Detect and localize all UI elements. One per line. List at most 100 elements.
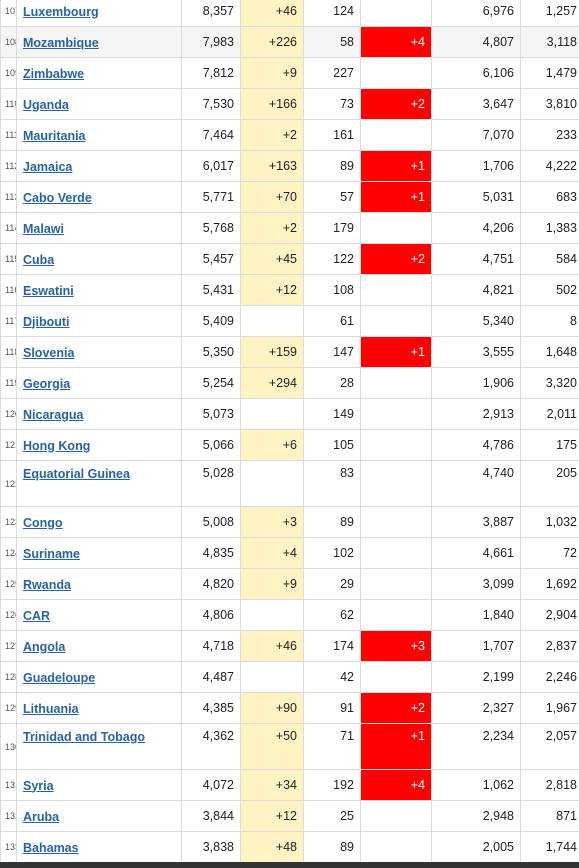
total-cases-cell: 4,806 [181,599,241,631]
country-link[interactable]: Cabo Verde [23,190,92,205]
total-cases-cell: 5,066 [181,429,241,461]
total-recovered-cell: 3,099 [431,568,521,600]
total-cases-cell: 7,812 [181,57,241,89]
total-deaths-cell: 161 [303,119,361,151]
total-recovered-cell: 2,948 [431,800,521,832]
country-cell: Djibouti [16,305,182,337]
total-deaths-cell: 57 [303,181,361,213]
total-cases-cell: 5,431 [181,274,241,306]
country-link[interactable]: Congo [23,515,63,530]
total-deaths-cell: 25 [303,800,361,832]
country-link[interactable]: Lithuania [23,701,79,716]
country-link[interactable]: Mozambique [23,35,99,50]
total-cases-cell: 4,072 [181,769,241,801]
row-rank: 109 [0,57,17,89]
total-deaths-cell: 62 [303,599,361,631]
country-link[interactable]: Georgia [23,376,71,391]
country-link[interactable]: Aruba [23,809,60,824]
country-link[interactable]: Bahamas [23,840,79,855]
country-cell: Equatorial Guinea [16,460,182,507]
country-link[interactable]: Jamaica [23,159,73,174]
new-deaths-cell [360,599,432,631]
new-cases-cell: +226 [240,26,304,58]
total-recovered-cell: 1,840 [431,599,521,631]
row-rank: 132 [0,800,17,832]
country-link[interactable]: Zimbabwe [23,66,85,81]
country-cell: Guadeloupe [16,661,182,693]
total-cases-cell: 7,983 [181,26,241,58]
active-cases-cell: 8 [520,305,579,337]
country-link[interactable]: Djibouti [23,314,70,329]
new-cases-cell [240,460,304,507]
new-cases-cell: +34 [240,769,304,801]
new-deaths-cell [360,274,432,306]
country-link[interactable]: Guadeloupe [23,670,96,685]
total-deaths-cell: 91 [303,692,361,724]
total-cases-cell: 5,457 [181,243,241,275]
country-cell: CAR [16,599,182,631]
new-cases-cell: +4 [240,537,304,569]
active-cases-cell: 2,246 [520,661,579,693]
country-link[interactable]: CAR [23,608,51,623]
new-deaths-cell: +3 [360,630,432,662]
total-deaths-cell: 179 [303,212,361,244]
row-rank: 126 [0,599,17,631]
country-link[interactable]: Rwanda [23,577,71,592]
row-rank: 121 [0,429,17,461]
row-rank: 116 [0,274,17,306]
active-cases-cell: 4,222 [520,150,579,182]
country-link[interactable]: Syria [23,778,54,793]
active-cases-cell: 1,032 [520,506,579,538]
new-deaths-cell: +1 [360,150,432,182]
new-deaths-cell [360,429,432,461]
country-link[interactable]: Mauritania [23,128,86,143]
country-link[interactable]: Luxembourg [23,4,99,19]
country-link[interactable]: Angola [23,639,66,654]
country-link[interactable]: Suriname [23,546,80,561]
row-rank: 115 [0,243,17,275]
country-link[interactable]: Uganda [23,97,69,112]
new-cases-cell [240,305,304,337]
country-link[interactable]: Cuba [23,252,55,267]
country-link[interactable]: Hong Kong [23,438,91,453]
country-link[interactable]: Malawi [23,221,64,236]
total-recovered-cell: 3,647 [431,88,521,120]
new-cases-cell: +70 [240,181,304,213]
active-cases-cell: 2,837 [520,630,579,662]
row-rank: 124 [0,537,17,569]
total-recovered-cell: 7,070 [431,119,521,151]
total-cases-cell: 5,254 [181,367,241,399]
total-cases-cell: 4,362 [181,723,241,770]
total-recovered-cell: 2,005 [431,831,521,863]
country-cell: Suriname [16,537,182,569]
new-deaths-cell: +2 [360,88,432,120]
country-link[interactable]: Trinidad and Tobago [23,730,145,744]
total-recovered-cell: 3,887 [431,506,521,538]
country-cell: Georgia [16,367,182,399]
country-link[interactable]: Nicaragua [23,407,84,422]
country-cell: Congo [16,506,182,538]
country-link[interactable]: Slovenia [23,345,75,360]
new-cases-cell: +3 [240,506,304,538]
row-rank: 107 [0,0,17,27]
country-cell: Cuba [16,243,182,275]
row-rank: 119 [0,367,17,399]
row-rank: 129 [0,692,17,724]
new-cases-cell: +12 [240,800,304,832]
country-cell: Mozambique [16,26,182,58]
bottom-toolbar-edge [0,862,579,868]
country-link[interactable]: Equatorial Guinea [23,467,130,481]
country-link[interactable]: Eswatini [23,283,74,298]
country-cell: Lithuania [16,692,182,724]
country-cell: Slovenia [16,336,182,368]
country-cell: Mauritania [16,119,182,151]
new-cases-cell: +48 [240,831,304,863]
